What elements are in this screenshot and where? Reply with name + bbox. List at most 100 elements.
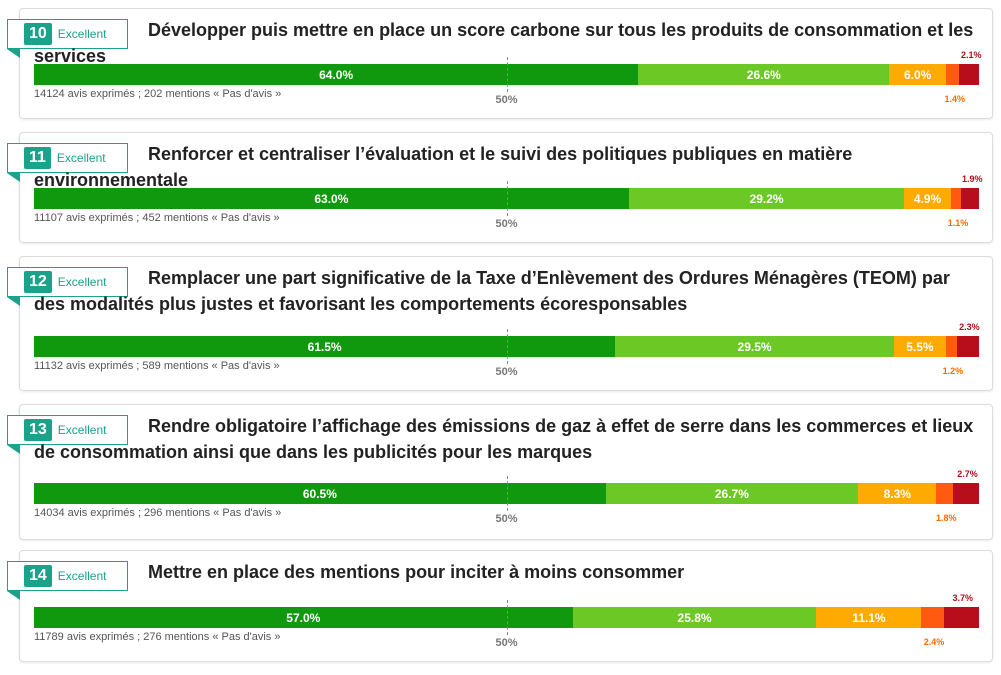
midpoint-line [506, 329, 508, 364]
negative-label: 1.1% [947, 218, 969, 228]
proposal-title-text: Renforcer et centraliser l’évaluation et… [34, 144, 853, 190]
badge-ribbon-tail [7, 297, 20, 306]
bar-segment-label: 26.6% [746, 67, 781, 82]
bar-segment-label: 8.3% [883, 486, 911, 501]
bar-segment-positive: 26.6% [638, 64, 890, 85]
proposal-title[interactable]: Rendre obligatoire l’affichage des émiss… [34, 413, 978, 465]
rank-number: 12 [24, 271, 52, 293]
very-negative-label: 2.3% [959, 322, 980, 332]
very-negative-label: 2.1% [961, 50, 982, 60]
badge-ribbon-tail [7, 591, 20, 600]
proposal-card[interactable]: 13 Excellent Rendre obligatoire l’affichag… [7, 404, 993, 540]
negative-label: 1.4% [944, 94, 965, 104]
bar-segment-positive: 29.2% [628, 188, 905, 209]
opinion-bar: 63.0% 29.2% 4.9% [34, 188, 979, 209]
proposal-title[interactable]: Développer puis mettre en place un score… [34, 17, 978, 69]
bar-segment-very-negative [953, 483, 979, 504]
bar-segment-label: 61.5% [307, 339, 342, 354]
bar-segment-label: 63.0% [314, 191, 349, 206]
bar-segment-label: 29.5% [737, 339, 772, 354]
bar-segment-label: 6.0% [903, 67, 932, 82]
bar-segment-positive: 25.8% [572, 607, 817, 628]
bar-segment-very-negative [961, 188, 979, 209]
proposal-title-text: Remplacer une part significative de la T… [34, 268, 950, 314]
midpoint-line [506, 600, 508, 635]
opinion-bar: 61.5% 29.5% 5.5% [34, 336, 979, 357]
midpoint-label: 50% [495, 513, 518, 525]
bar-segment-negative [945, 64, 960, 85]
negative-label: 1.2% [942, 366, 964, 376]
vote-counts: 14124 avis exprimés ; 202 mentions « Pas… [34, 88, 282, 100]
proposal-title[interactable]: Renforcer et centraliser l’évaluation et… [34, 141, 978, 193]
rank-badge: 12 Excellent [7, 267, 128, 297]
very-negative-label: 2.7% [957, 469, 978, 479]
proposal-title-text: Développer puis mettre en place un score… [34, 20, 974, 66]
bar-segment-very-negative [944, 607, 979, 628]
bar-segment-label: 60.5% [302, 486, 337, 501]
rank-label: Excellent [56, 151, 106, 165]
bar-segment-very-positive: 60.5% [34, 483, 606, 504]
bar-segment-negative [945, 336, 958, 357]
midpoint-label: 50% [495, 366, 518, 378]
midpoint-line [506, 476, 508, 511]
midpoint-line [506, 181, 508, 216]
bar-segment-negative [950, 188, 962, 209]
proposal-title[interactable]: Remplacer une part significative de la T… [34, 265, 978, 317]
badge-ribbon-tail [7, 49, 20, 58]
bar-segment-negative [936, 483, 954, 504]
midpoint-label: 50% [495, 218, 518, 230]
bar-segment-very-positive: 63.0% [34, 188, 629, 209]
midpoint-label: 50% [495, 94, 518, 106]
bar-segment-label: 57.0% [286, 610, 321, 625]
rank-badge: 14 Excellent [7, 561, 128, 591]
vote-counts: 11107 avis exprimés ; 452 mentions « Pas… [34, 212, 280, 224]
bar-segment-neutral: 6.0% [889, 64, 946, 85]
rank-label: Excellent [57, 275, 107, 289]
midpoint-label: 50% [495, 637, 518, 649]
vote-counts: 11132 avis exprimés ; 589 mentions « Pas… [34, 360, 280, 372]
proposal-card[interactable]: 11 Excellent Renforcer et centraliser l’év… [7, 132, 993, 243]
bar-segment-neutral: 5.5% [893, 336, 946, 357]
rank-badge: 13 Excellent [7, 415, 128, 445]
rank-label: Excellent [57, 423, 107, 437]
bar-segment-very-positive: 57.0% [34, 607, 573, 628]
opinion-bar: 60.5% 26.7% 8.3% [34, 483, 979, 504]
rank-badge: 10 Excellent [7, 19, 128, 49]
bar-segment-label: 4.9% [913, 191, 942, 206]
bar-segment-neutral: 11.1% [816, 607, 922, 628]
rank-number: 11 [24, 147, 51, 169]
bar-segment-neutral: 4.9% [904, 188, 951, 209]
proposal-card[interactable]: 12 Excellent Remplacer une part significat… [7, 256, 993, 391]
proposal-card[interactable]: 14 Excellent Mettre en place des mentions … [7, 550, 993, 662]
proposal-title-text: Mettre en place des mentions pour incite… [148, 562, 685, 582]
bar-segment-very-positive: 61.5% [34, 336, 616, 357]
bar-segment-label: 25.8% [677, 610, 712, 625]
rank-number: 13 [24, 419, 52, 441]
bar-segment-very-positive: 64.0% [34, 64, 639, 85]
negative-label: 1.8% [935, 513, 957, 523]
rank-label: Excellent [57, 569, 107, 583]
bar-segment-label: 64.0% [319, 67, 354, 82]
opinion-bar: 64.0% 26.6% 6.0% [34, 64, 980, 85]
very-negative-label: 1.9% [961, 174, 983, 184]
rank-label: Excellent [57, 27, 107, 41]
badge-ribbon-tail [7, 445, 20, 454]
bar-segment-positive: 29.5% [615, 336, 894, 357]
very-negative-label: 3.7% [952, 593, 974, 603]
proposal-title[interactable]: Mettre en place des mentions pour incite… [34, 559, 978, 585]
bar-segment-very-negative [959, 64, 980, 85]
rank-badge: 11 Excellent [7, 143, 128, 173]
bar-segment-positive: 26.7% [605, 483, 859, 504]
bar-segment-label: 5.5% [906, 339, 934, 354]
midpoint-line [506, 57, 508, 92]
bar-segment-very-negative [957, 336, 979, 357]
vote-counts: 14034 avis exprimés ; 296 mentions « Pas… [34, 507, 282, 519]
vote-counts: 11789 avis exprimés ; 276 mentions « Pas… [34, 631, 281, 643]
negative-label: 2.4% [923, 637, 945, 647]
rank-number: 14 [24, 565, 52, 587]
proposal-title-text: Rendre obligatoire l’affichage des émiss… [34, 416, 974, 462]
bar-segment-label: 29.2% [749, 191, 784, 206]
proposal-card[interactable]: 10 Excellent Développer puis mettre en pla… [7, 8, 993, 119]
bar-segment-negative [921, 607, 944, 628]
badge-ribbon-tail [7, 173, 20, 182]
